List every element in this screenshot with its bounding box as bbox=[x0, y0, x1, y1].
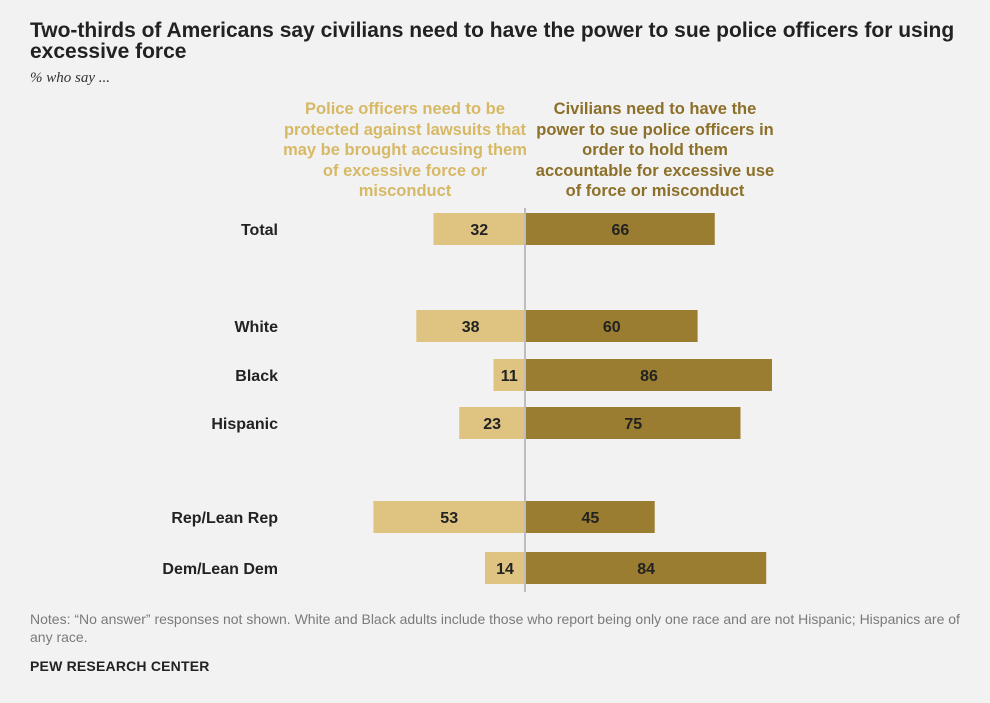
bar-value-label: 32 bbox=[470, 222, 488, 239]
category-label: Total bbox=[241, 222, 278, 239]
bar-police-protected bbox=[373, 501, 525, 533]
bar-police-protected bbox=[493, 359, 525, 391]
bar-civilians-sue bbox=[526, 501, 655, 533]
bar-civilians-sue bbox=[526, 310, 698, 342]
category-label: Black bbox=[235, 368, 278, 385]
bar-civilians-sue bbox=[526, 213, 715, 245]
bar-value-label: 45 bbox=[581, 510, 599, 527]
bar-value-label: 75 bbox=[624, 416, 642, 433]
bar-civilians-sue bbox=[526, 552, 767, 584]
bar-value-label: 60 bbox=[603, 319, 621, 336]
bar-police-protected bbox=[433, 213, 525, 245]
category-label: White bbox=[234, 319, 278, 336]
bar-police-protected bbox=[484, 552, 525, 584]
bar-value-label: 11 bbox=[501, 368, 518, 385]
chart-subtitle: % who say ... bbox=[30, 70, 110, 86]
category-label: Hispanic bbox=[211, 416, 278, 433]
bar-police-protected bbox=[459, 407, 525, 439]
bar-value-label: 66 bbox=[611, 222, 629, 239]
chart-notes: Notes: “No answer” responses not shown. … bbox=[30, 611, 960, 645]
source-label: PEW RESEARCH CENTER bbox=[30, 658, 210, 674]
bar-civilians-sue bbox=[526, 359, 772, 391]
bar-value-label: 84 bbox=[637, 561, 655, 578]
category-label: Dem/Lean Dem bbox=[162, 561, 278, 578]
diverging-bar-chart: Total 32 66 White 38 60 Black 11 86 Hispanic 23 75 R… bbox=[162, 208, 772, 592]
bar-value-label: 38 bbox=[462, 319, 480, 336]
legend-right-series: Civilians need to have the power to sue … bbox=[535, 100, 775, 200]
legend-left-series: Police officers need to be protected aga… bbox=[283, 100, 527, 200]
bar-police-protected bbox=[416, 310, 525, 342]
bar-value-label: 53 bbox=[440, 510, 458, 527]
bar-civilians-sue bbox=[526, 407, 741, 439]
bar-value-label: 14 bbox=[496, 561, 514, 578]
bar-value-label: 86 bbox=[640, 368, 658, 385]
category-label: Rep/Lean Rep bbox=[171, 510, 278, 527]
chart-title: Two-thirds of Americans say civilians ne… bbox=[30, 19, 955, 63]
bar-value-label: 23 bbox=[483, 416, 501, 433]
